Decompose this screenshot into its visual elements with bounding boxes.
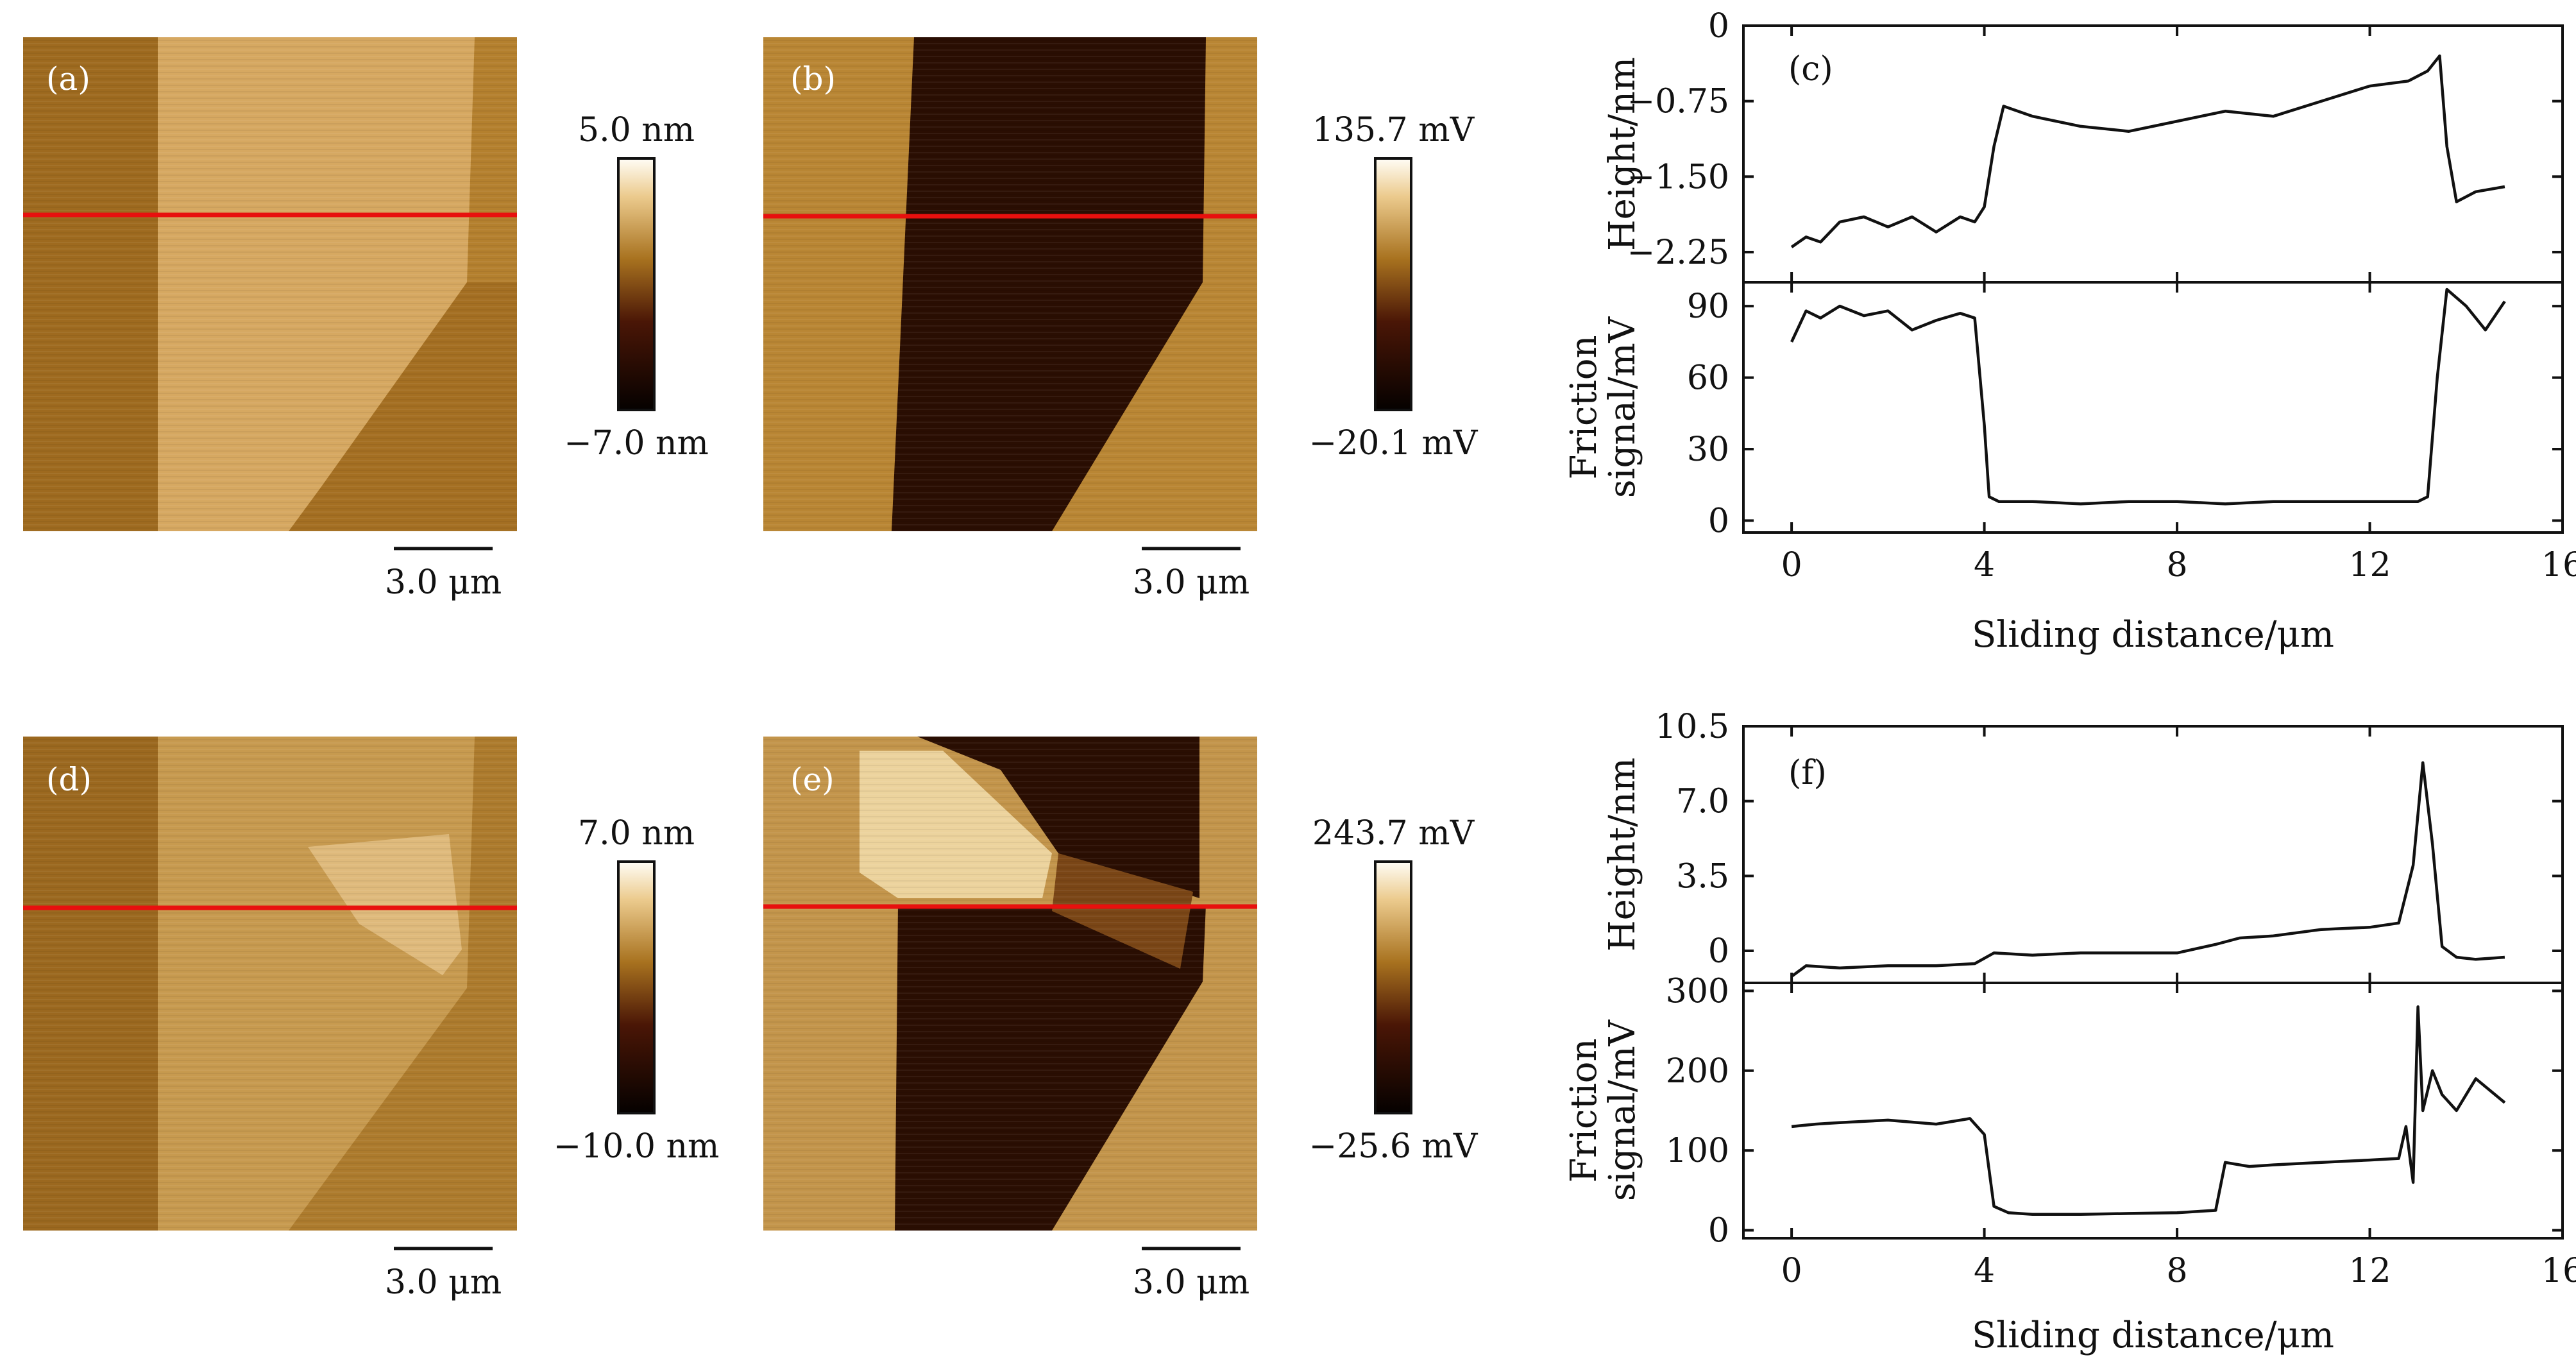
y-tick-label: 7.0 — [1676, 783, 1729, 821]
y-tick-label: 200 — [1666, 1052, 1729, 1091]
colorbar — [617, 860, 656, 1114]
colorbar — [1374, 157, 1412, 411]
scale-bar-label: 3.0 μm — [1133, 1263, 1250, 1302]
panel-label-a: (a) — [46, 60, 90, 98]
series-friction — [1791, 1005, 2506, 1216]
scan-texture — [763, 737, 1257, 1231]
y-tick-label: 0 — [1708, 1212, 1729, 1250]
panel-label-b: (b) — [790, 60, 836, 98]
series-height — [1790, 761, 2505, 978]
panel-label-e: (e) — [790, 761, 835, 798]
panel-label-d: (d) — [46, 761, 92, 798]
y-tick-label: 0 — [1708, 502, 1729, 540]
y-tick-label: 0 — [1708, 7, 1729, 46]
plot-frame — [1742, 725, 2564, 984]
x-tick-label: 16 — [2541, 546, 2576, 584]
panel-label: (f) — [1788, 754, 1827, 792]
y-axis-label: Height/nm — [1602, 758, 1643, 951]
y-tick-label: 0 — [1708, 932, 1729, 971]
colorbar-max: 135.7 mV — [1312, 111, 1475, 149]
y-tick-label: 60 — [1687, 359, 1729, 398]
x-tick-label: 4 — [1974, 546, 1995, 584]
series-friction — [1790, 287, 2506, 506]
x-tick-label: 8 — [2167, 546, 2188, 584]
y-tick-label: 300 — [1666, 972, 1729, 1010]
colorbar-max: 5.0 nm — [578, 111, 695, 149]
x-tick-label: 12 — [2348, 546, 2391, 584]
series-height — [1790, 54, 2505, 248]
y-axis-label-line2: signal/mV — [1602, 316, 1643, 498]
scale-bar-label: 3.0 μm — [1133, 563, 1250, 602]
x-tick-label: 4 — [1974, 1252, 1995, 1290]
y-axis-label-line1: Friction — [1563, 335, 1605, 479]
y-tick-label: −0.75 — [1627, 83, 1729, 121]
y-tick-label: 100 — [1666, 1132, 1729, 1170]
panel-label: (c) — [1788, 50, 1833, 89]
colorbar-max: 7.0 nm — [578, 814, 695, 853]
y-axis-label-line2: signal/mV — [1602, 1019, 1643, 1201]
subplot-height: 0 3.5 7.0 10.5 Height/nm — [1602, 708, 2564, 984]
colorbar-max: 243.7 mV — [1312, 814, 1475, 853]
y-tick-label: −2.25 — [1627, 234, 1729, 272]
scale-bar-label: 3.0 μm — [385, 563, 502, 602]
x-tick-label: 0 — [1781, 1252, 1802, 1290]
x-axis-label: Sliding distance/μm — [1972, 1315, 2334, 1356]
plot-frame — [1742, 982, 2564, 1240]
scan-texture — [23, 37, 517, 531]
afm-image-d: (d) 3.0 μm 7.0 nm −10.0 nm — [23, 737, 719, 1302]
chart-f: 0 3.5 7.0 10.5 Height/nm 0 100 200 300 Frictionsi… — [1563, 708, 2576, 1356]
scan-texture — [763, 37, 1257, 531]
y-tick-label: −1.50 — [1627, 158, 1729, 196]
afm-image-e: (e) 3.0 μm 243.7 mV −25.6 mV — [763, 737, 1479, 1302]
y-tick-label: 90 — [1687, 287, 1729, 326]
colorbar-min: −10.0 nm — [554, 1127, 720, 1166]
colorbar — [1374, 860, 1412, 1114]
x-tick-label: 0 — [1781, 546, 1802, 584]
colorbar — [617, 157, 656, 411]
scale-bar-label: 3.0 μm — [385, 1263, 502, 1302]
scan-texture — [23, 737, 517, 1231]
y-tick-label: 10.5 — [1655, 708, 1729, 746]
x-axis-label: Sliding distance/μm — [1972, 614, 2334, 656]
colorbar-min: −7.0 nm — [564, 424, 709, 463]
y-tick-label: 3.5 — [1676, 857, 1729, 896]
y-axis-label: Height/nm — [1602, 57, 1643, 251]
colorbar-min: −20.1 mV — [1309, 424, 1479, 463]
colorbar-min: −25.6 mV — [1309, 1127, 1479, 1166]
y-axis-label-line1: Friction — [1563, 1038, 1605, 1182]
x-tick-label: 12 — [2348, 1252, 2391, 1290]
afm-image-a: (a) 3.0 μm 5.0 nm −7.0 nm — [23, 37, 709, 602]
x-tick-label: 16 — [2541, 1252, 2576, 1290]
afm-image-b: (b) 3.0 μm 135.7 mV −20.1 mV — [763, 37, 1479, 602]
plot-frame — [1742, 281, 2564, 534]
x-tick-label: 8 — [2167, 1252, 2188, 1290]
y-tick-label: 30 — [1687, 431, 1729, 469]
